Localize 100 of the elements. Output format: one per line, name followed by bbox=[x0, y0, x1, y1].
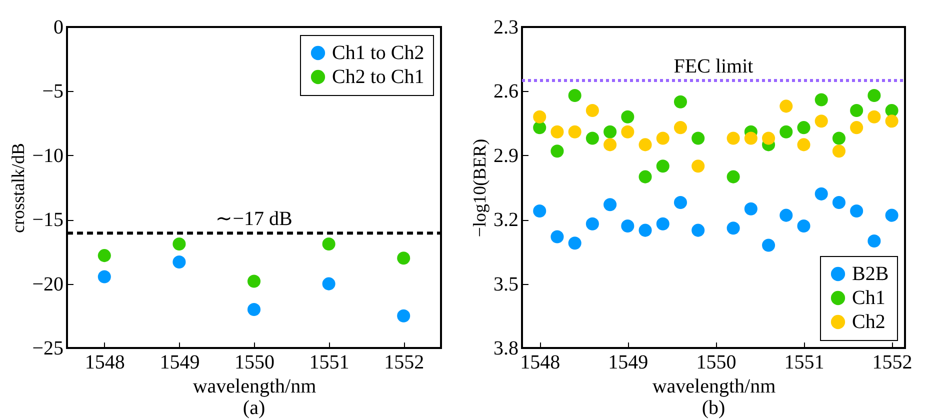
point bbox=[533, 121, 546, 134]
x-tick-label: 1552 bbox=[384, 352, 424, 374]
point bbox=[247, 302, 261, 316]
point bbox=[850, 204, 864, 218]
point bbox=[568, 88, 582, 102]
x-tick-label: 1548 bbox=[520, 352, 560, 374]
point bbox=[780, 125, 793, 138]
x-axis-title: wavelength/nm bbox=[192, 376, 317, 398]
point bbox=[586, 104, 599, 117]
point bbox=[868, 110, 881, 124]
point bbox=[322, 277, 336, 290]
y-axis-title: crosstalk/dB bbox=[8, 143, 28, 233]
legend-label: Ch1 to Ch2 bbox=[332, 42, 424, 64]
point bbox=[814, 187, 828, 200]
point bbox=[621, 220, 634, 233]
point bbox=[656, 217, 670, 230]
point bbox=[568, 125, 582, 138]
point bbox=[638, 170, 652, 184]
point bbox=[868, 234, 881, 248]
x-tick-label: 1550 bbox=[234, 352, 274, 374]
y-tick-label: 2.9 bbox=[494, 144, 518, 167]
point bbox=[550, 125, 564, 138]
point bbox=[586, 217, 599, 230]
point bbox=[832, 196, 846, 209]
point bbox=[568, 236, 582, 250]
point bbox=[692, 224, 705, 237]
point bbox=[604, 138, 617, 152]
x-axis-title: wavelength/nm bbox=[652, 376, 776, 398]
point bbox=[98, 249, 111, 262]
point bbox=[674, 95, 687, 108]
y-tick-label: −10 bbox=[32, 144, 64, 167]
point bbox=[797, 121, 810, 134]
ref-line-label: FEC limit bbox=[674, 56, 754, 78]
legend-label: Ch1 bbox=[852, 287, 886, 309]
point bbox=[762, 132, 776, 145]
y-tick-label: −5 bbox=[42, 80, 64, 103]
point bbox=[322, 237, 336, 250]
x-tick-label: 1551 bbox=[784, 352, 824, 374]
point bbox=[674, 121, 687, 134]
point bbox=[850, 121, 864, 134]
point bbox=[797, 220, 810, 233]
point bbox=[621, 125, 634, 138]
point bbox=[533, 204, 546, 218]
point bbox=[550, 144, 564, 158]
point bbox=[850, 104, 864, 117]
x-tick-label: 1549 bbox=[160, 352, 200, 374]
point bbox=[885, 114, 898, 128]
point bbox=[885, 104, 898, 117]
text: (a) bbox=[242, 397, 266, 419]
point bbox=[247, 274, 261, 288]
point bbox=[832, 144, 846, 158]
y-axis-title: −log10(BER) bbox=[470, 138, 490, 238]
point bbox=[656, 132, 670, 145]
point bbox=[621, 110, 634, 124]
point bbox=[533, 110, 546, 124]
point bbox=[726, 222, 740, 235]
y-tick-label: −15 bbox=[32, 209, 64, 232]
legend-label: Ch2 to Ch1 bbox=[332, 66, 424, 88]
point bbox=[397, 309, 410, 322]
point bbox=[586, 132, 599, 145]
point bbox=[692, 132, 705, 145]
point bbox=[98, 270, 111, 284]
x-tick-label: 1552 bbox=[872, 352, 912, 374]
point bbox=[726, 170, 740, 184]
point bbox=[744, 202, 758, 216]
y-tick-label: −25 bbox=[32, 338, 64, 360]
point bbox=[172, 255, 186, 268]
point bbox=[397, 252, 410, 265]
y-tick-label: 0 bbox=[54, 16, 64, 38]
x-tick-label: 1548 bbox=[84, 352, 125, 374]
point bbox=[780, 100, 793, 113]
legend-label: B2B bbox=[852, 263, 889, 285]
point bbox=[744, 132, 758, 145]
point bbox=[638, 224, 652, 237]
y-tick-label: 3.8 bbox=[494, 338, 518, 360]
point bbox=[172, 237, 186, 250]
point bbox=[868, 88, 881, 102]
y-tick-label: 3.5 bbox=[494, 273, 518, 296]
point bbox=[814, 114, 828, 128]
y-tick-label: 2.3 bbox=[494, 16, 518, 38]
point bbox=[814, 93, 828, 106]
x-tick-label: 1551 bbox=[309, 352, 350, 374]
y-tick-label: −20 bbox=[32, 273, 64, 296]
legend-label: Ch2 bbox=[852, 311, 886, 333]
point bbox=[604, 125, 617, 138]
point bbox=[797, 138, 810, 152]
y-tick-label: 3.2 bbox=[494, 209, 518, 232]
text: (b) bbox=[702, 397, 726, 419]
point bbox=[638, 138, 652, 152]
point bbox=[726, 132, 740, 145]
point bbox=[604, 198, 617, 212]
x-tick-label: 1550 bbox=[696, 352, 736, 374]
x-tick-label: 1549 bbox=[608, 352, 648, 374]
point bbox=[656, 160, 670, 173]
ref-line-label: ∼−17 dB bbox=[216, 208, 292, 230]
y-tick-label: 2.6 bbox=[494, 80, 518, 103]
point bbox=[550, 230, 564, 244]
point bbox=[885, 208, 898, 222]
point bbox=[832, 132, 846, 145]
point bbox=[780, 208, 793, 222]
